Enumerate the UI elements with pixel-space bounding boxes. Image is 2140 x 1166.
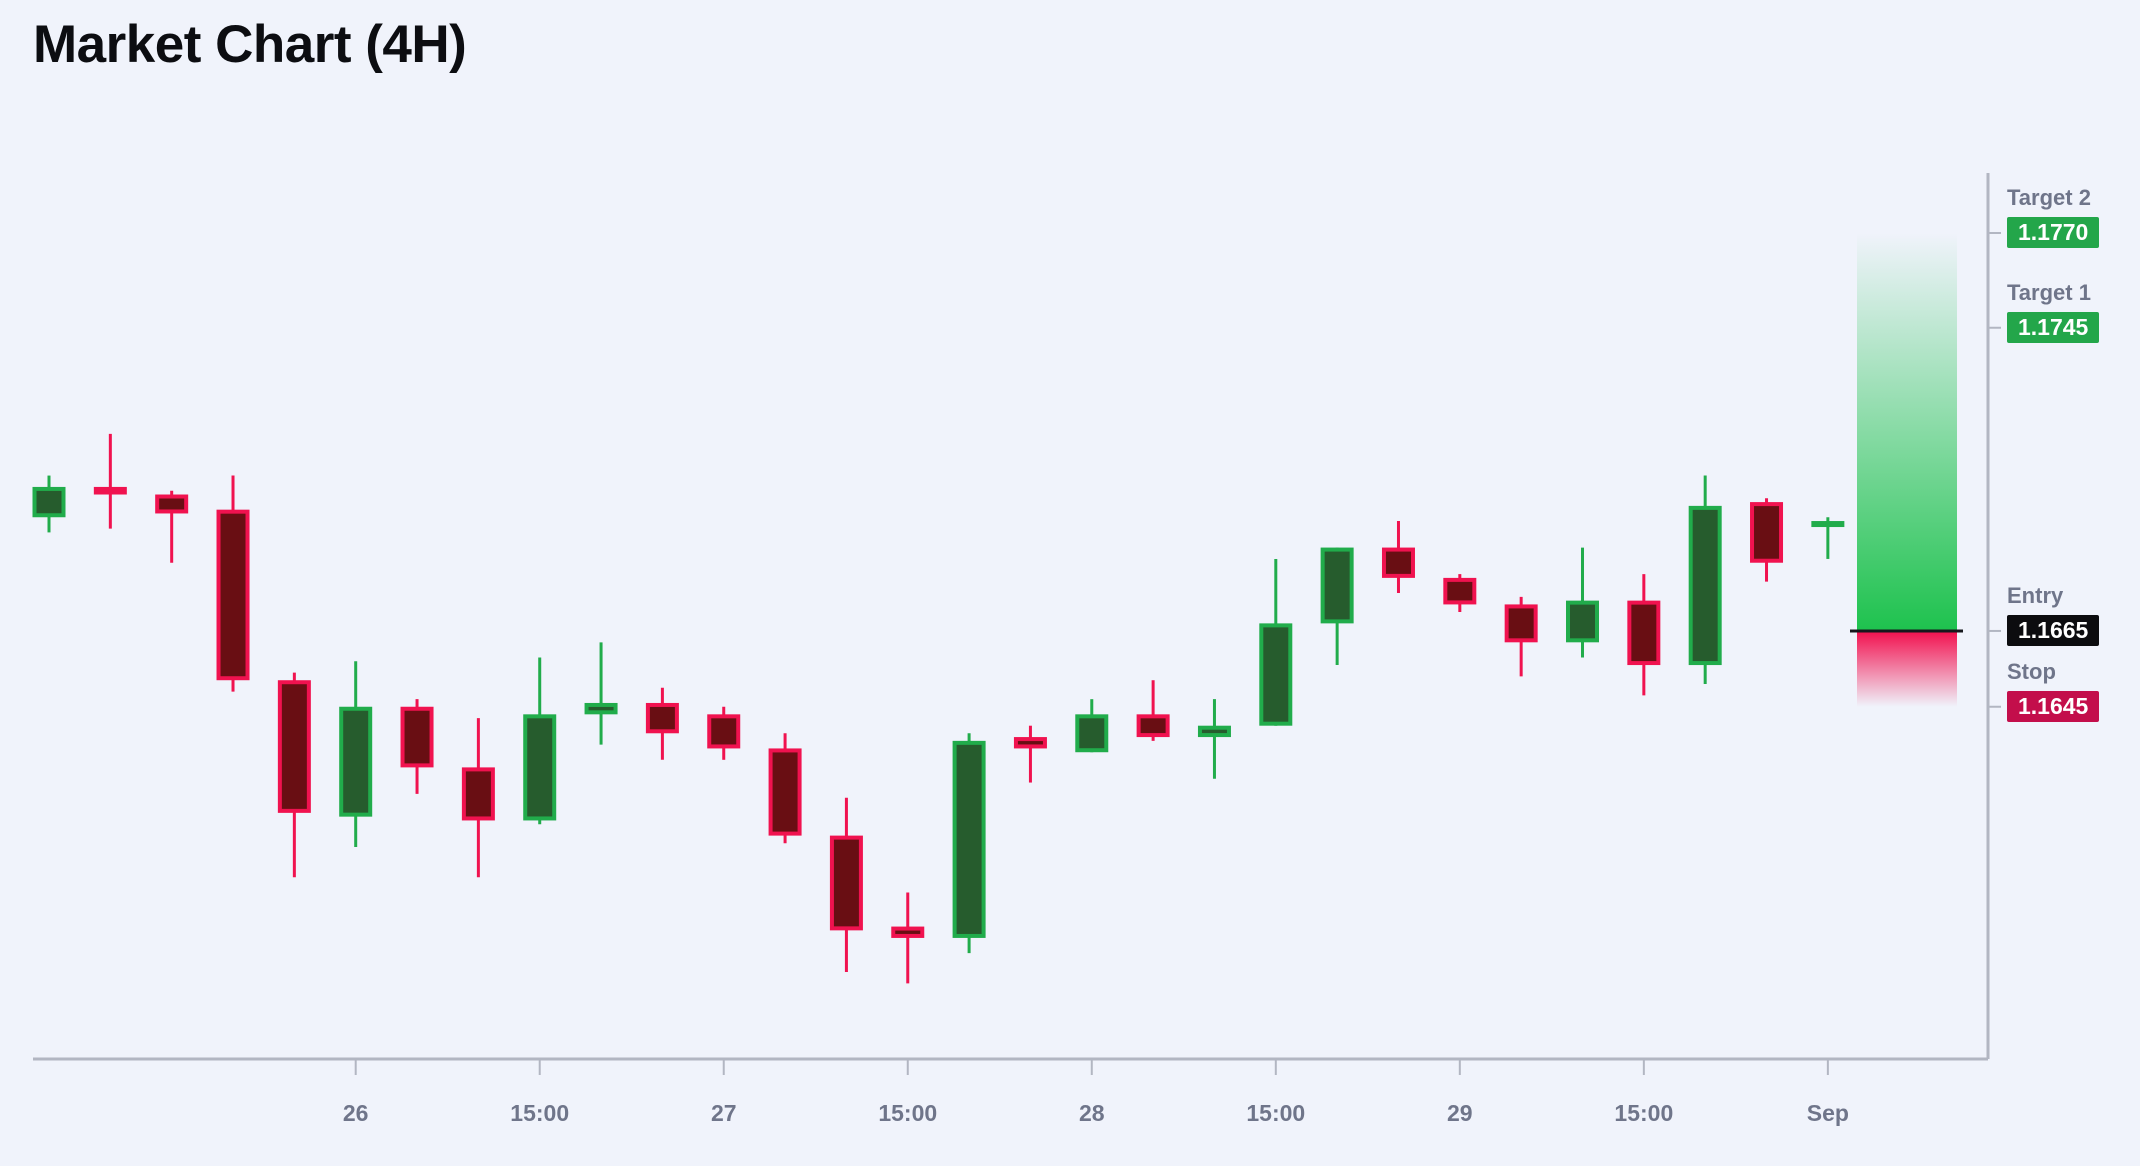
bear-candle-body bbox=[1750, 502, 1784, 563]
bear-candle-body bbox=[461, 767, 495, 821]
x-axis-tick-label: 27 bbox=[711, 1100, 737, 1126]
x-axis-tick-label: Sep bbox=[1807, 1100, 1849, 1126]
x-axis-tick-label: 26 bbox=[343, 1100, 369, 1126]
bull-candle-body bbox=[1075, 714, 1109, 753]
bull-candle-body bbox=[584, 702, 618, 715]
level-entry-price-badge: 1.1665 bbox=[2007, 614, 2099, 646]
risk-zone bbox=[1857, 630, 1957, 707]
x-axis-tick-label: 15:00 bbox=[878, 1100, 937, 1126]
reward-zone bbox=[1857, 233, 1957, 631]
level-target2: Target 2 1.1770 bbox=[2007, 186, 2140, 248]
bear-candle-body bbox=[216, 509, 250, 681]
bear-candle-body bbox=[93, 486, 127, 495]
bull-candle-body bbox=[952, 740, 986, 938]
level-target2-price-badge: 1.1770 bbox=[2007, 217, 2099, 248]
level-target1: Target 1 1.1745 bbox=[2007, 279, 2140, 343]
level-entry: Entry 1.1665 bbox=[2007, 582, 2140, 646]
level-stop-price-badge: 1.1645 bbox=[2007, 690, 2099, 722]
bear-candle-body bbox=[1381, 547, 1415, 578]
bear-candle-body bbox=[1627, 600, 1661, 666]
bear-candle-body bbox=[1136, 714, 1170, 738]
level-target1-label: Target 1 bbox=[2007, 279, 2091, 305]
bull-candle-body bbox=[1320, 547, 1354, 624]
x-axis-tick-label: 28 bbox=[1079, 1100, 1105, 1126]
level-target2-label: Target 2 bbox=[2007, 185, 2091, 210]
bear-candle-body bbox=[155, 494, 189, 514]
x-axis-tick-label: 15:00 bbox=[1614, 1100, 1673, 1126]
bear-candle-body bbox=[768, 748, 802, 836]
bear-candle-body bbox=[707, 714, 741, 749]
bull-candle-body bbox=[1688, 505, 1722, 666]
level-target1-price-badge: 1.1745 bbox=[2007, 311, 2099, 343]
bear-candle-body bbox=[1443, 577, 1477, 605]
bear-candle-body bbox=[400, 706, 434, 768]
bear-candle-body bbox=[829, 835, 863, 931]
level-stop-label: Stop bbox=[2007, 658, 2056, 684]
x-axis-tick-label: 29 bbox=[1447, 1100, 1473, 1126]
bull-candle-body bbox=[1259, 623, 1293, 726]
bull-candle-body bbox=[339, 706, 373, 817]
bear-candle-body bbox=[1013, 737, 1047, 749]
bull-candle-body bbox=[1811, 521, 1845, 528]
level-stop: Stop 1.1645 bbox=[2007, 658, 2140, 722]
bear-candle-body bbox=[1504, 604, 1538, 643]
bull-candle-body bbox=[32, 486, 66, 518]
bull-candle-body bbox=[523, 714, 557, 821]
bull-candle-body bbox=[1197, 725, 1231, 738]
x-axis-tick-label: 15:00 bbox=[510, 1100, 569, 1126]
level-entry-label: Entry bbox=[2007, 582, 2064, 608]
bear-candle-body bbox=[645, 702, 679, 734]
bull-candle-body bbox=[1566, 600, 1599, 643]
bear-candle-body bbox=[277, 680, 311, 813]
bear-candle-body bbox=[891, 926, 925, 938]
x-axis-tick-label: 15:00 bbox=[1246, 1100, 1305, 1126]
page-title: Market Chart (4H) bbox=[33, 15, 467, 74]
